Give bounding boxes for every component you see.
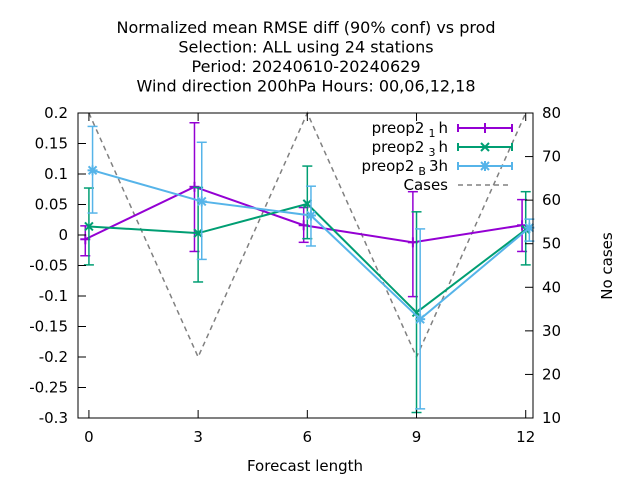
series-0 bbox=[80, 122, 528, 298]
legend-label: preop2 1 h bbox=[372, 119, 448, 140]
x-axis-label: Forecast length bbox=[247, 457, 363, 475]
y-tick-label: -0.2 bbox=[39, 348, 68, 366]
legend-entry: preop2 1 h bbox=[372, 119, 513, 140]
y2-tick-label: 50 bbox=[542, 235, 561, 253]
data-point bbox=[305, 210, 316, 221]
y-tick-label: -0.25 bbox=[29, 379, 68, 397]
legend-label: preop2 B 3h bbox=[362, 157, 448, 178]
title-line: Normalized mean RMSE diff (90% conf) vs … bbox=[116, 18, 495, 37]
data-point bbox=[302, 199, 313, 209]
legend-entry: Cases bbox=[403, 176, 512, 194]
legend-name: Cases bbox=[403, 176, 448, 194]
legend-label: Cases bbox=[403, 176, 448, 194]
series-1 bbox=[83, 165, 531, 414]
data-point bbox=[87, 165, 98, 176]
legend-subscript: 3 bbox=[428, 146, 435, 159]
y2-tick-label: 10 bbox=[542, 409, 561, 427]
legend-name: preop2 bbox=[372, 138, 425, 156]
plot-frame bbox=[77, 112, 534, 419]
axis-ticks: 0.2 0.15 0.1 0.05 0 -0.05 -0.1 -0.15 -0.2 -0.25 -0… bbox=[29, 104, 561, 446]
y2-axis-label: No cases bbox=[598, 232, 616, 300]
y-tick-label: -0.1 bbox=[39, 287, 68, 305]
legend-name: preop2 bbox=[362, 157, 415, 175]
y-tick-label: 0.1 bbox=[44, 165, 68, 183]
title-line: Selection: ALL using 24 stations bbox=[178, 38, 433, 57]
y2-tick-label: 80 bbox=[542, 104, 561, 122]
x-tick-label: 6 bbox=[303, 428, 313, 446]
legend-label: preop2 3 h bbox=[372, 138, 448, 159]
y2-tick-label: 70 bbox=[542, 148, 561, 166]
legend-entry: preop2 3 h bbox=[372, 138, 513, 159]
y-tick-label: -0.15 bbox=[29, 318, 68, 336]
y-tick-label: 0.2 bbox=[44, 104, 68, 122]
y-tick-label: 0 bbox=[58, 226, 68, 244]
y-tick-label: 0.05 bbox=[35, 196, 68, 214]
legend-subscript: B bbox=[418, 165, 426, 178]
series-layer bbox=[80, 122, 535, 414]
title-line: Period: 20240610-20240629 bbox=[191, 57, 420, 76]
y2-tick-label: 40 bbox=[542, 278, 561, 296]
data-point bbox=[524, 222, 535, 233]
x-tick-label: 3 bbox=[193, 428, 203, 446]
data-point bbox=[84, 221, 94, 232]
x-tick-label: 9 bbox=[412, 428, 422, 446]
y2-tick-label: 30 bbox=[542, 322, 561, 340]
title-line: Wind direction 200hPa Hours: 00,06,12,18 bbox=[136, 77, 475, 96]
legend-name: preop2 bbox=[372, 119, 425, 137]
y2-tick-label: 20 bbox=[542, 365, 561, 383]
data-point bbox=[193, 228, 203, 238]
legend-marker bbox=[480, 123, 490, 133]
y-tick-label: 0.15 bbox=[35, 135, 68, 153]
y-tick-label: -0.3 bbox=[39, 409, 68, 427]
legend-suffix: 3h bbox=[429, 157, 448, 175]
y-tick-label: -0.05 bbox=[29, 257, 68, 275]
data-point bbox=[196, 196, 207, 207]
series-2 bbox=[87, 125, 535, 410]
legend-suffix: h bbox=[438, 138, 448, 156]
data-point bbox=[415, 314, 426, 325]
x-tick-label: 12 bbox=[516, 428, 535, 446]
y2-tick-label: 60 bbox=[542, 191, 561, 209]
legend-suffix: h bbox=[438, 119, 448, 137]
x-tick-label: 0 bbox=[84, 428, 94, 446]
legend-marker bbox=[480, 142, 490, 152]
chart-title: Normalized mean RMSE diff (90% conf) vs … bbox=[116, 18, 495, 96]
legend-subscript: 1 bbox=[428, 127, 435, 140]
legend-entry: preop2 B 3h bbox=[362, 157, 513, 178]
legend-marker bbox=[480, 161, 490, 171]
